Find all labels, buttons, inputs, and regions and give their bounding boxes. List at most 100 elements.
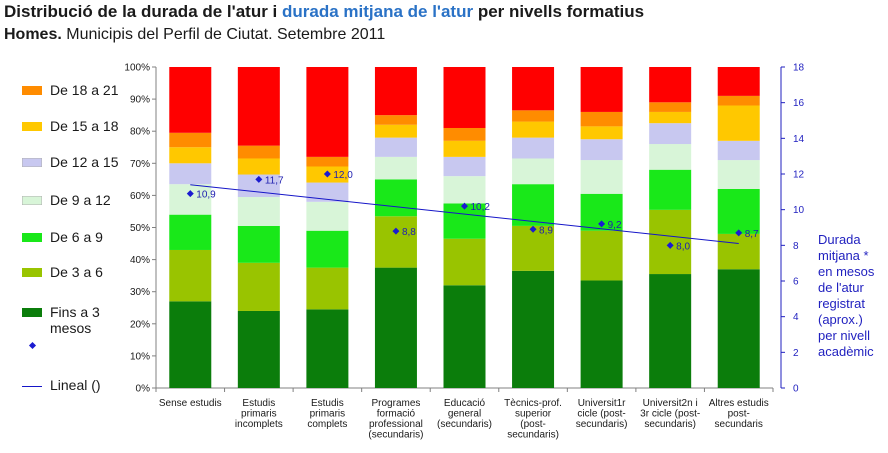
subtitle-rest: Municipis del Perfil de Ciutat. Setembre…: [66, 26, 386, 43]
legend-label-line: De 9 a 12: [50, 192, 111, 208]
legend-swatch: [22, 308, 42, 317]
x-axis-category-label: Estudis primaris incomplets: [235, 398, 283, 430]
bar-segment: [443, 285, 486, 388]
mean-marker: [323, 170, 331, 178]
bar-segment: [374, 67, 417, 116]
right-axis-tick-label: 8: [793, 241, 799, 252]
bar-segment: [306, 182, 349, 202]
legend-label: De 3 a 6: [50, 264, 103, 280]
legend-label: Fins a 3 mesos: [50, 304, 100, 336]
legend-label: De 6 a 9: [50, 229, 103, 245]
chart-subtitle: Homes. Municipis del Perfil de Ciutat. S…: [4, 26, 385, 44]
right-axis-tick-label: 4: [793, 312, 799, 323]
mean-data-label: 8,7: [745, 229, 759, 240]
bar-segment: [374, 179, 417, 217]
legend: De 18 a 21 De 15 a 18 De 12 a 15 De 9 a 12 D…: [0, 0, 155, 453]
mean-data-label: 8,9: [539, 225, 553, 236]
x-axis-category-label: Sense estudis: [159, 398, 222, 409]
bar-segment: [169, 67, 212, 133]
bar-segment: [580, 280, 623, 388]
x-axis-label-line: secundaris): [644, 419, 696, 430]
mean-marker: [735, 229, 743, 237]
bar-segment: [237, 197, 280, 226]
bar-segment: [169, 214, 212, 250]
mean-marker: [186, 190, 194, 198]
right-axis-tick-label: 16: [793, 98, 805, 109]
legend-label-line: Lineal (): [50, 377, 101, 393]
legend-swatch: [22, 268, 42, 277]
left-axis-tick-label: 90%: [130, 95, 150, 106]
bar-segment: [443, 176, 486, 204]
bar-segment: [443, 127, 486, 141]
mean-data-label: 9,2: [608, 220, 622, 231]
x-axis-label-line: Estudis: [311, 398, 344, 409]
bar-segment: [580, 139, 623, 161]
trend-line: [190, 184, 739, 245]
bar-segment: [512, 121, 555, 138]
bar-segment: [717, 233, 760, 270]
legend-label-line: De 12 a 15: [50, 154, 119, 170]
mean-marker: [461, 202, 468, 210]
right-axis-tick-label: 14: [793, 134, 805, 145]
right-axis-title-line: de l'atur: [818, 280, 864, 295]
left-axis-tick-label: 40%: [130, 255, 150, 266]
title-part1: Distribució de la durada de l'atur i: [4, 2, 282, 21]
x-axis-label-line: (post-: [520, 419, 546, 430]
bar-segment: [374, 115, 417, 125]
right-axis-title: Durada mitjana * en mesos de l'atur registra…: [818, 232, 888, 360]
mean-marker: [598, 220, 606, 228]
bar-segment: [374, 267, 417, 388]
left-axis-tick-label: 30%: [130, 287, 150, 298]
bar-segment: [306, 67, 349, 157]
right-axis-title-line: en mesos: [818, 264, 875, 279]
bar-segment: [512, 110, 555, 122]
bar-segment: [512, 158, 555, 185]
mean-marker: [392, 227, 400, 235]
legend-label-line: mesos: [50, 320, 92, 336]
x-axis-label-line: primaris: [310, 409, 346, 420]
x-axis-label-line: primaris: [241, 409, 277, 420]
x-axis-category-label: Altres estudis post-secundaris: [709, 398, 769, 430]
bar-segment: [374, 124, 417, 138]
x-axis-category-label: Estudis primaris complets: [307, 398, 347, 430]
right-axis-title-line: mitjana *: [818, 248, 869, 263]
bar-segment: [237, 158, 280, 175]
x-axis-label-line: Universit2n i: [643, 398, 698, 409]
x-axis-label-line: incomplets: [235, 419, 283, 430]
x-axis-label-line: Educació: [444, 398, 486, 409]
legend-label-line: Fins a 3: [50, 304, 100, 320]
bar-segment: [237, 225, 280, 263]
mean-marker: [255, 175, 263, 183]
bar-segment: [512, 270, 555, 388]
title-highlight: durada mitjana de l'atur: [282, 2, 474, 21]
bar-segment: [512, 184, 555, 226]
left-axis-tick-label: 20%: [130, 319, 150, 330]
legend-label: De 12 a 15: [50, 154, 119, 170]
right-axis-title-line: acadèmic: [818, 344, 874, 359]
legend-swatch: [22, 196, 42, 205]
bar-segment: [649, 67, 692, 103]
bar-segment: [374, 216, 417, 268]
left-axis-tick-label: 0%: [136, 384, 151, 395]
legend-swatch: [22, 158, 42, 167]
left-axis-tick-label: 60%: [130, 191, 150, 202]
bar-segment: [169, 132, 212, 148]
x-axis-label-line: Sense estudis: [159, 398, 222, 409]
bar-segment: [580, 160, 623, 194]
bar-segment: [717, 269, 760, 388]
x-axis-category-label: Tècnics-prof. superior (post-secundaris): [504, 398, 562, 441]
legend-swatch: [22, 233, 42, 242]
x-axis-category-label: Educació general (secundaris): [437, 398, 492, 430]
legend-label: De 15 a 18: [50, 118, 119, 134]
bar-segment: [443, 67, 486, 128]
right-axis-tick-label: 10: [793, 205, 805, 216]
x-axis-label-line: secundaris: [715, 419, 763, 430]
bar-segment: [169, 249, 212, 302]
legend-swatch: [22, 386, 42, 387]
x-axis-category-label: Universit2n i 3r cicle (post-secundaris): [640, 398, 700, 430]
x-axis-label-line: Universit1r: [578, 398, 626, 409]
bar-segment: [443, 140, 486, 157]
left-axis-tick-label: 80%: [130, 127, 150, 138]
bar-segment: [580, 67, 623, 112]
